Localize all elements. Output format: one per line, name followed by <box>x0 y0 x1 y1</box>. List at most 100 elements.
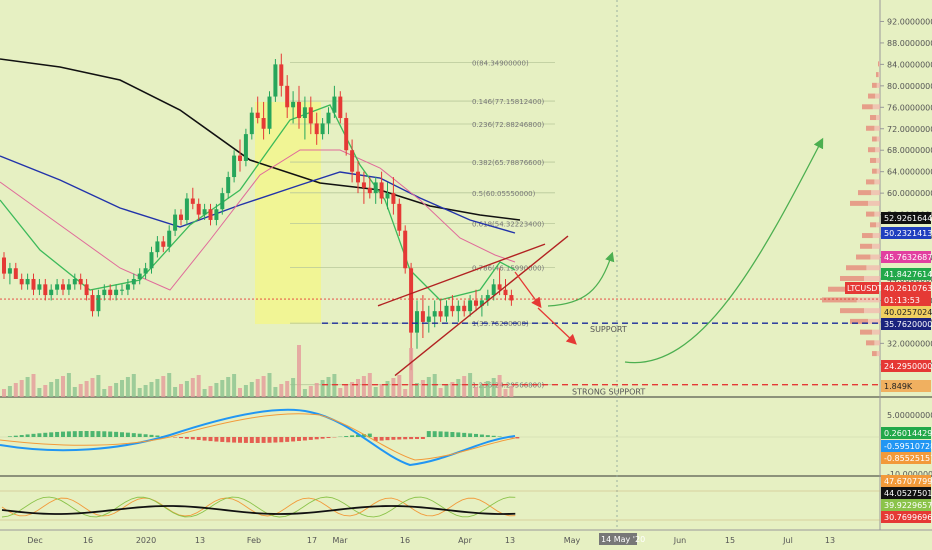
volume-bar <box>55 379 60 397</box>
volume-bar <box>131 374 136 397</box>
candle-body <box>474 300 478 306</box>
volume-bar <box>320 380 325 397</box>
volume-profile-bar <box>874 179 880 185</box>
candle-body <box>214 209 219 220</box>
volume-bar <box>391 378 396 397</box>
price-tag <box>881 360 931 372</box>
macd-histogram-bar <box>397 437 402 440</box>
candle-body <box>415 311 419 333</box>
volume-bar <box>179 384 183 397</box>
ma-200-line <box>0 58 521 221</box>
price-tag <box>881 306 931 318</box>
macd-value-tag <box>881 440 931 452</box>
price-tag <box>881 268 931 280</box>
macd-histogram-bar <box>302 437 307 441</box>
macd-histogram-bar <box>497 436 502 437</box>
candle-body <box>273 64 278 97</box>
candle-body <box>155 241 160 253</box>
volume-bar <box>450 382 455 397</box>
candle-body <box>220 193 225 210</box>
macd-histogram-bar <box>485 435 490 437</box>
candle-body <box>190 198 195 204</box>
macd-histogram-bar <box>432 431 437 437</box>
macd-histogram-bar <box>226 437 231 443</box>
candle-body <box>2 257 6 274</box>
price-tag-label: 50.23214131 <box>884 229 932 238</box>
volume-bar <box>72 387 77 397</box>
candle-body <box>78 278 83 285</box>
candle-body <box>184 198 189 220</box>
projection-arrow-down <box>514 271 542 309</box>
volume-profile-bar <box>862 104 873 110</box>
macd-histogram-bar <box>78 431 83 437</box>
macd-histogram-bar <box>108 431 113 437</box>
fib-level-label: 0.382(65.78876600) <box>472 159 545 167</box>
ma-100-line <box>0 155 516 234</box>
macd-signal-line <box>0 413 516 461</box>
volume-bar <box>155 379 160 397</box>
fib-level-label: 0.146(77.15812400) <box>472 98 545 106</box>
volume-bar <box>326 377 331 397</box>
candle-body <box>403 230 408 269</box>
volume-bar <box>220 380 225 397</box>
volume-profile-bar <box>840 308 864 314</box>
projection-arrow-up <box>624 137 824 364</box>
candle-body <box>279 64 284 86</box>
macd-histogram-bar <box>202 437 207 441</box>
candle-body <box>420 311 425 322</box>
macd-histogram-bar <box>13 435 18 437</box>
candle-body <box>249 112 254 135</box>
macd-value-tag <box>881 427 931 439</box>
volume-profile-bar <box>858 190 872 196</box>
macd-histogram-bar <box>379 437 384 441</box>
macd-histogram-bar <box>143 434 148 437</box>
volume-bar <box>173 387 178 397</box>
volume-bar <box>468 373 473 397</box>
candle-body <box>143 268 148 274</box>
volume-bar <box>261 376 266 397</box>
candle-body <box>509 295 514 301</box>
candle-body <box>49 289 54 296</box>
fib-level-label: 0.236(72.88246800) <box>472 121 545 129</box>
volume-bar <box>420 380 425 397</box>
candle-body <box>450 305 455 312</box>
candle-body <box>120 289 124 291</box>
macd-value-label: -0.59510728 <box>884 442 932 451</box>
volume-bar <box>37 388 42 397</box>
volume-bar <box>214 383 219 397</box>
volume-bar <box>444 385 449 397</box>
candle-body <box>173 214 178 231</box>
volume-bar <box>332 374 337 397</box>
volume-bar <box>503 389 508 397</box>
volume-profile-bar <box>872 136 877 142</box>
macd-histogram-bar <box>308 437 313 440</box>
fib-level-label: 0.5(60.05550000) <box>472 190 536 198</box>
macd-histogram-bar <box>184 437 189 439</box>
volume-bar <box>167 373 172 397</box>
candle-body <box>438 311 443 317</box>
volume-bar <box>232 374 237 397</box>
macd-histogram-bar <box>179 437 183 439</box>
candle-body <box>255 112 260 119</box>
price-tag-label: 35.76200000 <box>884 320 932 329</box>
macd-histogram-bar <box>291 437 296 442</box>
candle-body <box>114 289 119 296</box>
candle-body <box>72 278 77 285</box>
volume-bar <box>202 389 207 397</box>
volume-bar <box>509 386 514 397</box>
volume-profile-bar <box>872 351 877 357</box>
volume-bar <box>66 373 71 397</box>
volume-profile-bar <box>876 82 880 88</box>
volume-bar <box>279 384 284 397</box>
macd-histogram-bar <box>243 437 248 443</box>
volume-profile-bar <box>878 72 880 78</box>
candle-body <box>285 85 290 108</box>
rsi-line <box>1 505 516 515</box>
strong-support-label: STRONG SUPPORT <box>572 388 645 397</box>
volume-bar <box>84 381 89 397</box>
candle-body <box>261 118 266 129</box>
volume-bar <box>31 374 36 397</box>
candle-body <box>479 300 484 306</box>
